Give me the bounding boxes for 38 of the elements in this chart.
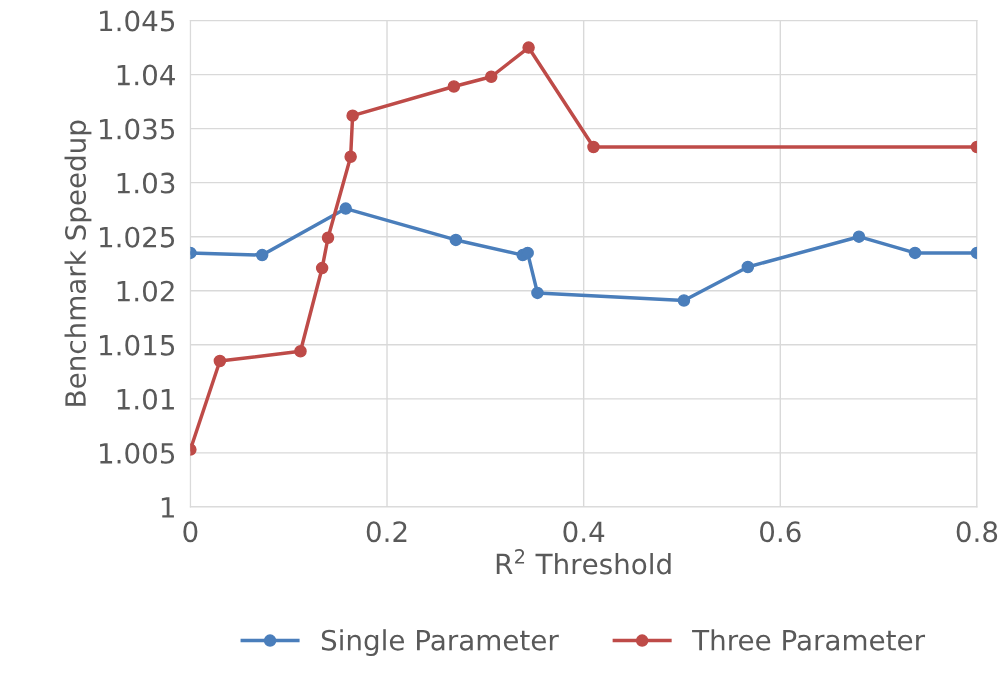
point: [522, 41, 535, 54]
point: [521, 246, 534, 260]
y-tick-label: 1.01: [117, 388, 174, 410]
y-tick-label: 1.005: [100, 442, 175, 464]
point: [677, 294, 691, 307]
point: [344, 150, 357, 163]
x-axis-title: R$^{2}$ Threshold: [496, 549, 671, 575]
point: [255, 248, 269, 262]
point: [213, 354, 227, 368]
y-tick-label: 1.045: [100, 10, 175, 32]
y-tick-label: 1.035: [100, 118, 175, 140]
y-tick-label: 1.025: [100, 226, 175, 248]
point: [315, 261, 329, 275]
point: [339, 202, 352, 215]
y-axis-title: Benchmark Speedup: [64, 120, 92, 406]
legend-label: Three Parameter: [692, 629, 926, 651]
point: [449, 233, 463, 247]
point: [294, 345, 307, 358]
point: [531, 286, 544, 300]
x-tick-label: 0.6: [760, 521, 801, 543]
point: [321, 231, 335, 245]
point: [484, 70, 498, 84]
y-tick-label: 1.03: [117, 172, 175, 194]
x-tick-label: 0.8: [956, 521, 998, 543]
y-tick-label: 1: [161, 497, 174, 518]
legend-label: Single Parameter: [321, 629, 559, 657]
point: [908, 246, 922, 260]
x-tick-label: 0.4: [563, 521, 605, 543]
point: [346, 109, 359, 122]
x-tick-label: 0.2: [366, 521, 407, 543]
point: [741, 260, 755, 274]
y-tick-label: 1.04: [117, 64, 175, 86]
y-tick-label: 1.02: [117, 280, 174, 302]
point: [587, 140, 600, 154]
point: [852, 230, 866, 243]
point: [447, 80, 461, 93]
x-tick-label: 0: [183, 521, 198, 543]
y-tick-label: 1.015: [100, 334, 175, 356]
